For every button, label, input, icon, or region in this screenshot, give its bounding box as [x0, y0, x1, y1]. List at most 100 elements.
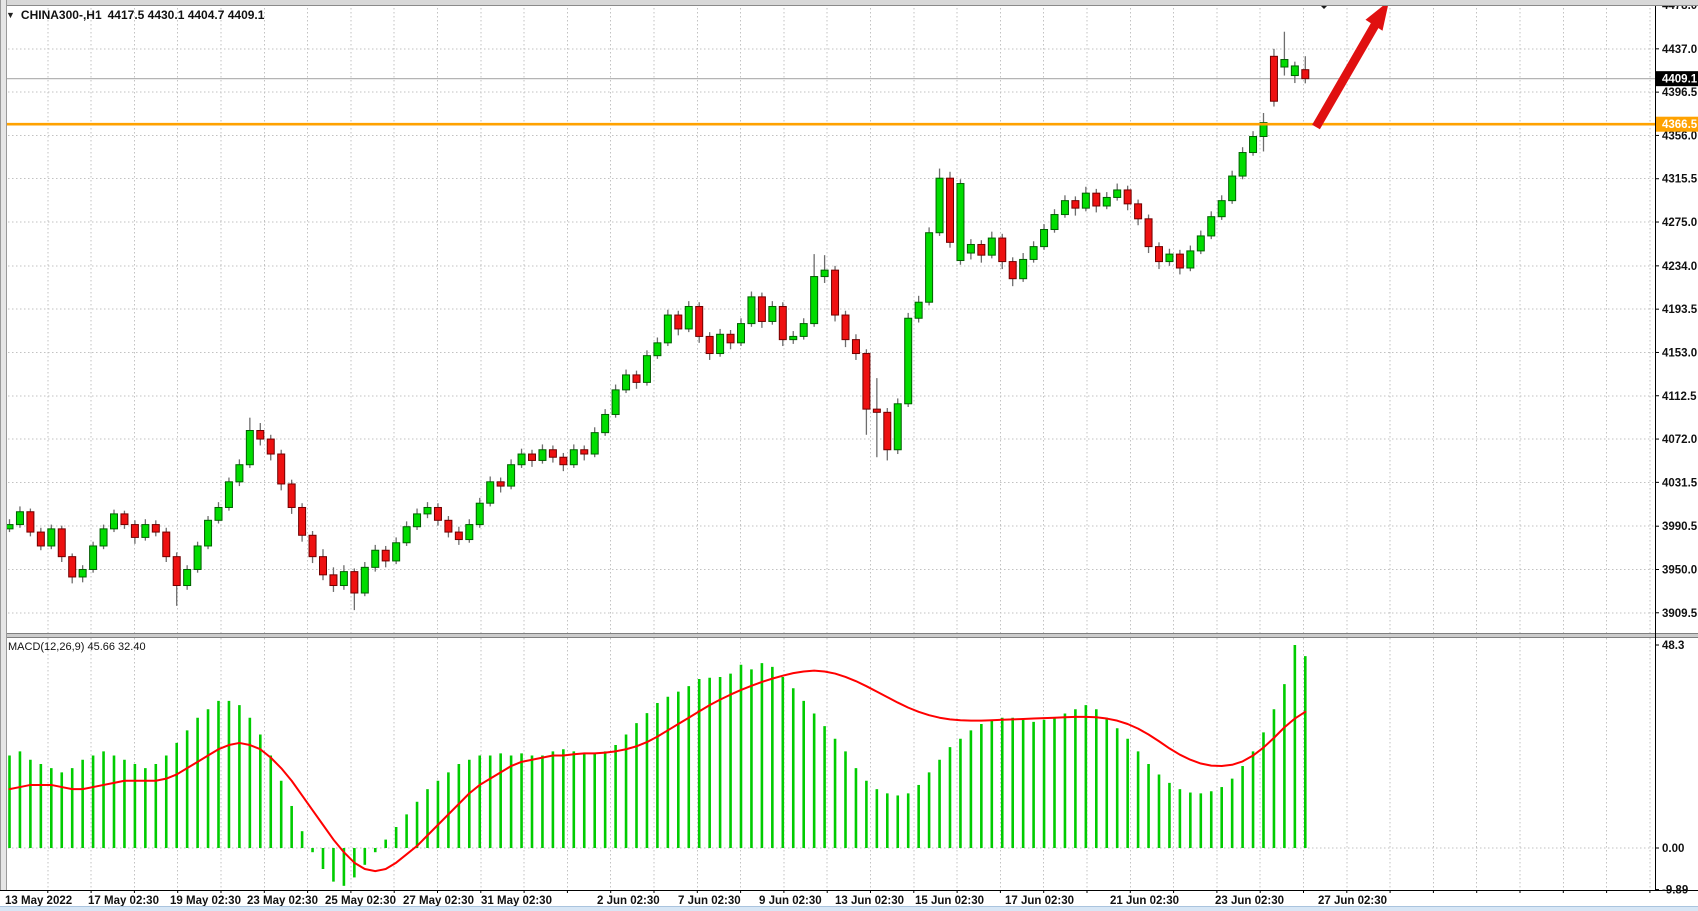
time-axis[interactable]	[0, 890, 1698, 907]
price-tick-label: 4153.0	[1662, 347, 1697, 359]
bull-candle	[392, 542, 401, 562]
bull-candle	[465, 524, 474, 541]
time-tick-label: 31 May 02:30	[481, 895, 552, 907]
bear-candle	[946, 177, 954, 243]
bull-candle	[737, 323, 745, 344]
time-tick-label: 15 Jun 02:30	[915, 895, 984, 907]
bull-candle	[1050, 214, 1059, 231]
left-splitter-handle[interactable]	[0, 0, 7, 890]
time-tick-label: 19 May 02:30	[170, 895, 241, 907]
bear-candle	[277, 453, 286, 485]
bull-candle	[1040, 229, 1049, 248]
bull-candle	[413, 513, 422, 528]
bull-candle	[1228, 175, 1237, 202]
bull-candle	[402, 526, 411, 544]
bull-candle	[78, 568, 87, 578]
bull-candle	[1238, 152, 1247, 177]
bear-candle	[381, 549, 390, 562]
price-tick-label: 4437.0	[1662, 44, 1697, 56]
bear-candle	[350, 571, 359, 594]
bull-candle	[224, 481, 233, 508]
bear-candle	[319, 556, 327, 576]
bear-candle	[559, 456, 568, 466]
bull-candle	[99, 528, 108, 547]
time-tick-label: 17 Jun 02:30	[1005, 895, 1074, 907]
bear-candle	[36, 531, 45, 547]
bull-candle	[214, 506, 223, 521]
chart-header: ▼ CHINA300-,H1 4417.5 4430.1 4404.7 4409…	[6, 8, 264, 22]
bear-candle	[444, 519, 453, 533]
time-tick-label: 23 Jun 02:30	[1215, 895, 1284, 907]
bull-candle	[110, 513, 118, 530]
bear-candle	[528, 453, 536, 461]
time-tick-label: 21 Jun 02:30	[1110, 895, 1179, 907]
macd-indicator-label: MACD(12,26,9) 45.66 32.40	[8, 641, 146, 653]
bear-candle	[778, 305, 787, 341]
bull-candle	[1165, 253, 1174, 263]
symbol-dropdown-icon[interactable]: ▼	[6, 10, 15, 20]
bear-candle	[26, 511, 35, 533]
price-tick-label: 4356.0	[1662, 130, 1697, 142]
bull-candle	[904, 317, 913, 405]
price-tick-label: 4031.5	[1662, 477, 1698, 489]
pane-separator-handle[interactable]	[0, 632, 1698, 639]
bull-candle	[5, 524, 14, 530]
bull-candle	[1186, 250, 1195, 269]
bear-candle	[883, 411, 892, 451]
bull-candle	[935, 177, 944, 234]
bull-candle	[517, 453, 526, 466]
bear-candle	[705, 335, 714, 355]
bull-candle	[663, 314, 672, 344]
bull-candle	[475, 502, 484, 526]
bear-candle	[256, 430, 265, 440]
price-tick-label: 4396.5	[1662, 87, 1698, 99]
bull-candle	[245, 430, 254, 466]
bull-candle	[1207, 216, 1216, 237]
time-tick-label: 9 Jun 02:30	[759, 895, 822, 907]
bear-candle	[998, 237, 1007, 263]
price-tick-label: 4112.5	[1662, 391, 1697, 403]
bull-candle	[716, 333, 725, 355]
bull-candle	[914, 301, 923, 319]
bear-candle	[548, 449, 557, 458]
bull-candle	[183, 568, 192, 587]
hline-price-badge	[1656, 116, 1698, 132]
bear-candle	[308, 534, 317, 558]
svg-text:4366.5: 4366.5	[1662, 119, 1698, 131]
bull-candle	[1196, 235, 1205, 252]
bull-candle	[47, 528, 56, 547]
bear-candle	[329, 574, 338, 587]
bear-candle	[1134, 203, 1143, 220]
bull-candle	[204, 519, 213, 547]
bear-candle	[172, 556, 181, 587]
bull-candle	[1019, 258, 1028, 280]
time-tick-label: 17 May 02:30	[88, 895, 159, 907]
bear-candle	[266, 438, 275, 455]
bull-candle	[789, 335, 798, 341]
grid-layer	[0, 0, 1655, 889]
bull-candle	[15, 511, 24, 526]
time-tick-label: 13 May 2022	[5, 895, 72, 907]
time-tick-label: 27 Jun 02:30	[1318, 895, 1387, 907]
bear-candle	[287, 483, 296, 508]
bull-candle	[1029, 246, 1038, 260]
price-axis[interactable]	[1655, 0, 1698, 890]
bull-candle	[235, 464, 244, 483]
macd-tick-label: 48.3	[1662, 640, 1684, 652]
bear-candle	[831, 269, 840, 316]
bear-candle	[851, 339, 860, 355]
axis-badges: 4366.5 4409.1	[1656, 71, 1698, 132]
bull-candle	[1280, 59, 1289, 68]
svg-text:4409.1: 4409.1	[1662, 74, 1698, 86]
trend-arrow-shaft	[1312, 22, 1379, 130]
bear-candle	[977, 243, 986, 256]
price-tick-label: 4072.0	[1662, 434, 1697, 446]
bull-candle	[893, 403, 902, 451]
bull-candle	[339, 571, 348, 587]
bear-candle	[1071, 200, 1080, 209]
bear-candle	[68, 556, 77, 578]
window-top-border	[0, 0, 1698, 6]
